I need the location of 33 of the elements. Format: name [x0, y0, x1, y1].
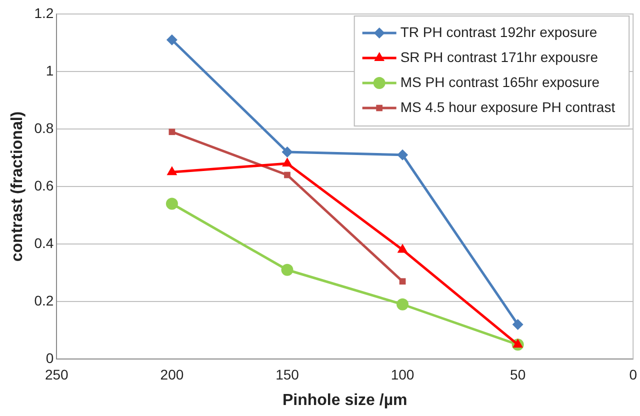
- x-tick-label: 250: [44, 366, 69, 382]
- point: [397, 149, 408, 160]
- y-tick-label: 1.2: [34, 4, 54, 21]
- point: [397, 244, 408, 253]
- x-tick-label: 50: [510, 366, 526, 382]
- legend-label: SR PH contrast 171hr expousre: [400, 48, 598, 65]
- x-tick-label: 0: [629, 366, 638, 382]
- point: [166, 34, 178, 46]
- x-tick-label: 150: [276, 366, 300, 382]
- point: [166, 198, 178, 210]
- x-tick-label: 200: [160, 366, 184, 382]
- y-tick-label: 0: [46, 350, 54, 366]
- y-tick-label: 0.6: [34, 177, 54, 194]
- point: [512, 319, 524, 330]
- y-axis-title: contrast (fractional): [9, 111, 26, 262]
- y-tick-label: 1: [46, 62, 54, 78]
- point: [396, 298, 409, 310]
- x-axis-title: Pinhole size /µm: [282, 392, 408, 409]
- point: [281, 264, 294, 276]
- legend-label: MS PH contrast 165hr exposure: [400, 74, 600, 90]
- point: [284, 172, 290, 178]
- y-tick-label: 0.8: [34, 120, 54, 136]
- point: [168, 128, 176, 136]
- legend-label: TR PH contrast 192hr exposure: [400, 24, 598, 40]
- point: [399, 278, 406, 285]
- point: [512, 338, 524, 348]
- y-tick-label: 0.2: [34, 292, 54, 308]
- point: [166, 166, 178, 176]
- y-tick-label: 0.4: [34, 234, 54, 251]
- legend-label: MS 4.5 hour exposure PH contrast: [400, 98, 616, 115]
- point: [282, 146, 293, 158]
- x-tick-label: 100: [390, 366, 414, 382]
- point: [282, 158, 292, 166]
